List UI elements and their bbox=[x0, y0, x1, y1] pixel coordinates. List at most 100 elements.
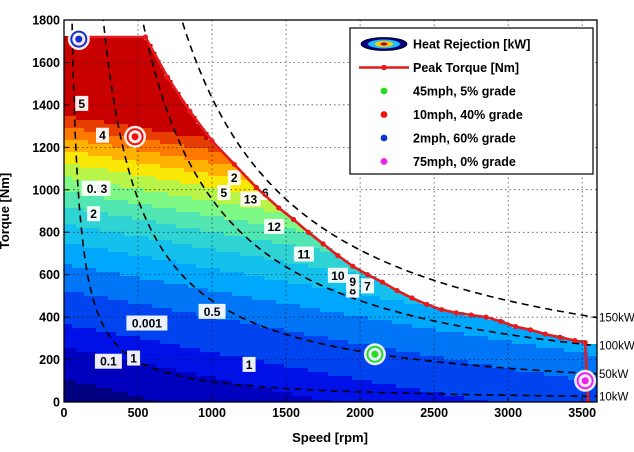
legend-label: 75mph, 0% grade bbox=[413, 155, 516, 169]
y-tick-label: 600 bbox=[39, 268, 60, 282]
legend-label: 10mph, 40% grade bbox=[413, 108, 523, 122]
legend-entry: 2mph, 60% grade bbox=[380, 132, 516, 146]
power-line-150kw bbox=[180, 20, 597, 319]
x-axis-title: Speed [rpm] bbox=[292, 430, 368, 445]
peak-torque-point bbox=[231, 161, 237, 167]
legend: Heat Rejection [kW] Peak Torque [Nm] 45mph… bbox=[349, 27, 594, 175]
power-line-label: 100kW bbox=[599, 341, 634, 353]
peak-torque-point bbox=[394, 287, 400, 294]
peak-torque-point bbox=[142, 34, 149, 40]
contour-label-box bbox=[127, 350, 141, 366]
y-tick-label: 1200 bbox=[32, 141, 60, 155]
peak-torque-point bbox=[557, 334, 563, 340]
contour-label-box bbox=[242, 356, 256, 372]
peak-torque-series bbox=[83, 34, 591, 402]
y-tick-label: 1400 bbox=[32, 98, 60, 112]
contour-label: 2 bbox=[90, 207, 97, 221]
y-axis: 0 200 400 600 800 1000 1200 1400 1600 1800 bbox=[32, 14, 69, 410]
contour-label-box bbox=[87, 206, 101, 222]
x-tick-label: 2500 bbox=[420, 406, 448, 420]
legend-entry: 10mph, 40% grade bbox=[380, 108, 523, 122]
x-tick-label: 1000 bbox=[198, 406, 226, 420]
contour-label: 0.1 bbox=[100, 355, 117, 369]
x-tick-label: 500 bbox=[128, 406, 149, 420]
constant-power-lines bbox=[71, 20, 597, 398]
contour-label: 0.5 bbox=[204, 305, 221, 319]
peak-torque-point bbox=[187, 108, 193, 114]
contour-label-box bbox=[97, 180, 111, 196]
x-tick-label: 3500 bbox=[568, 406, 596, 420]
y-tick-label: 800 bbox=[39, 226, 60, 240]
contour-label: 2 bbox=[231, 171, 238, 185]
peak-torque-point bbox=[276, 205, 282, 211]
contour-label: 1 bbox=[130, 352, 137, 366]
contour-label: 6 bbox=[262, 186, 269, 200]
peak-torque-point bbox=[209, 138, 215, 144]
peak-torque-point bbox=[409, 295, 415, 301]
power-line-50kw bbox=[102, 20, 597, 375]
contour-label-box bbox=[293, 246, 314, 262]
peak-torque-point bbox=[512, 324, 519, 330]
legend-entry: Peak Torque [Nm] bbox=[359, 61, 519, 75]
peak-torque-point bbox=[335, 252, 341, 259]
peak-torque-point bbox=[253, 185, 260, 191]
contour-label-box bbox=[227, 170, 241, 186]
contour-label-box bbox=[327, 267, 348, 283]
contour-label: 9 bbox=[349, 275, 356, 289]
power-line-10kw bbox=[71, 20, 597, 398]
legend-label: 2mph, 60% grade bbox=[413, 132, 516, 146]
legend-label: 45mph, 5% grade bbox=[413, 85, 516, 99]
peak-torque-point bbox=[165, 74, 171, 80]
y-axis-title: Torque [Nm] bbox=[0, 173, 12, 249]
peak-torque-point bbox=[305, 229, 311, 235]
peak-torque-point bbox=[379, 279, 385, 285]
y-tick-label: 400 bbox=[39, 311, 60, 325]
y-tick-label: 1600 bbox=[32, 56, 60, 70]
power-line-label: 50kW bbox=[599, 369, 629, 381]
peak-torque-point bbox=[350, 263, 356, 269]
x-tick-label: 1500 bbox=[272, 406, 300, 420]
power-line-label: 150kW bbox=[599, 313, 634, 325]
power-line-label: 10kW bbox=[599, 391, 629, 403]
operating-point bbox=[124, 125, 147, 148]
contour-label: 7 bbox=[364, 279, 371, 293]
y-tick-label: 200 bbox=[39, 353, 60, 367]
peak-torque-point bbox=[483, 314, 489, 320]
plot-frame bbox=[63, 19, 598, 403]
peak-torque-point bbox=[572, 337, 578, 344]
x-tick-label: 2000 bbox=[346, 406, 374, 420]
power-line-labels: 10kW 50kW 100kW 150kW bbox=[599, 313, 634, 404]
x-tick-label: 0 bbox=[61, 406, 68, 420]
legend-box bbox=[349, 27, 594, 175]
contour-label-box bbox=[95, 127, 109, 143]
operating-point bbox=[67, 28, 90, 51]
legend-label: Peak Torque [Nm] bbox=[413, 61, 519, 75]
peak-torque-point bbox=[542, 331, 548, 337]
contour-label-box bbox=[198, 303, 226, 319]
contour-label: 5 bbox=[78, 97, 85, 111]
peak-torque-point bbox=[424, 301, 430, 307]
peak-torque-point bbox=[364, 272, 371, 278]
contour-label-box bbox=[126, 315, 168, 331]
contour-label-box bbox=[361, 278, 375, 294]
peak-torque-point bbox=[582, 339, 588, 346]
peak-torque-point bbox=[468, 312, 474, 318]
peak-torque-point bbox=[453, 310, 459, 316]
legend-entry: Heat Rejection [kW] bbox=[360, 37, 530, 52]
peak-torque-point bbox=[527, 327, 533, 333]
contour-label-box bbox=[94, 353, 122, 369]
peak-torque-point bbox=[438, 307, 445, 313]
contour-label-box bbox=[240, 191, 261, 207]
y-tick-label: 1800 bbox=[32, 14, 60, 28]
contour-label: 5 bbox=[221, 186, 228, 200]
contour-label: 8 bbox=[349, 284, 356, 298]
contour-label: 10 bbox=[331, 269, 345, 283]
contour-label-box bbox=[217, 185, 231, 201]
contour-label-box bbox=[75, 95, 89, 111]
x-tick-label: 3000 bbox=[494, 406, 522, 420]
contour-label: 13 bbox=[244, 192, 258, 206]
legend-entry: 45mph, 5% grade bbox=[380, 85, 516, 99]
contour-label: 4 bbox=[99, 129, 106, 143]
